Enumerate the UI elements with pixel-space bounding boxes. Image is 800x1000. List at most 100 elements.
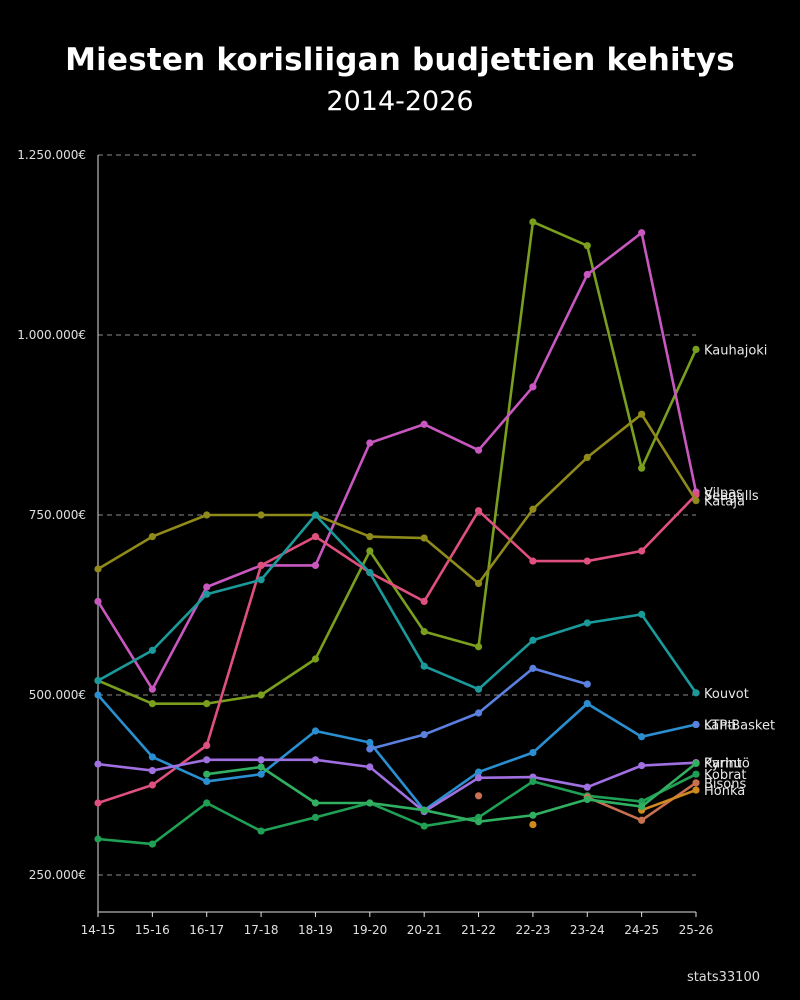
- end-label: Lahti: [704, 719, 736, 734]
- data-point: [529, 383, 537, 391]
- data-point: [529, 811, 537, 819]
- data-point: [366, 547, 374, 555]
- data-point: [148, 781, 156, 789]
- end-label: Kobrat: [704, 768, 747, 783]
- data-point: [638, 410, 646, 418]
- data-point: [474, 774, 483, 782]
- data-point: [420, 806, 428, 814]
- series-salon-vilpas: [203, 759, 700, 826]
- chart-title: Miesten korisliigan budjettien kehitys: [65, 42, 735, 78]
- x-tick-label: 14-15: [81, 923, 116, 937]
- data-point: [257, 827, 265, 835]
- data-point: [583, 270, 591, 279]
- data-point: [94, 760, 102, 768]
- data-point: [474, 685, 483, 693]
- x-tick-label: 22-23: [515, 923, 550, 937]
- data-point: [311, 533, 320, 541]
- data-point: [638, 761, 646, 770]
- data-point: [420, 597, 428, 606]
- data-point: [692, 720, 700, 729]
- data-point: [638, 229, 646, 237]
- y-tick-label: 500.000€: [29, 688, 86, 702]
- data-point: [638, 733, 646, 741]
- data-point: [638, 803, 646, 811]
- end-label: Vilpas: [704, 486, 743, 501]
- data-point: [203, 583, 211, 591]
- data-point: [366, 569, 374, 577]
- data-point: [692, 779, 700, 787]
- data-point: [311, 756, 320, 764]
- data-point: [529, 664, 537, 672]
- series-kauhajoki: [94, 218, 700, 708]
- x-tick-label: 19-20: [352, 923, 387, 937]
- data-point: [420, 420, 428, 428]
- series-karhu: [94, 756, 700, 816]
- series-line: [369, 667, 588, 751]
- data-point: [638, 610, 646, 618]
- series-line: [97, 412, 698, 585]
- end-label: Seagulls: [704, 489, 759, 504]
- series-line: [97, 220, 698, 705]
- data-point: [94, 799, 102, 807]
- data-point: [94, 691, 102, 699]
- data-point: [692, 759, 700, 768]
- series-lahti: [94, 691, 700, 814]
- data-point: [148, 700, 156, 708]
- x-tick-label: 25-26: [679, 923, 714, 937]
- data-point: [420, 731, 428, 739]
- data-point: [529, 636, 537, 644]
- data-point: [474, 792, 483, 800]
- y-tick-label: 1.250.000€: [17, 148, 86, 162]
- data-point: [203, 799, 211, 807]
- y-tick-label: 1.000.000€: [17, 328, 86, 342]
- data-point: [148, 767, 156, 775]
- data-point: [638, 797, 646, 806]
- series-honka: [529, 786, 700, 829]
- data-point: [148, 646, 156, 654]
- data-point: [94, 677, 102, 685]
- data-point: [257, 756, 265, 764]
- data-point: [583, 619, 591, 627]
- data-point: [148, 840, 156, 848]
- data-point: [474, 507, 483, 515]
- data-point: [529, 218, 537, 226]
- data-point: [583, 242, 591, 250]
- data-point: [257, 691, 265, 699]
- data-point: [203, 756, 211, 764]
- data-point: [420, 822, 428, 830]
- data-point: [474, 818, 483, 826]
- data-point: [311, 511, 320, 519]
- y-tick-label: 750.000€: [29, 508, 86, 522]
- data-point: [420, 662, 428, 670]
- data-point: [583, 783, 591, 791]
- x-tick-label: 15-16: [135, 923, 170, 937]
- data-point: [203, 590, 211, 598]
- data-point: [366, 745, 374, 753]
- data-point: [692, 786, 700, 794]
- x-tick-label: 17-18: [244, 923, 279, 937]
- x-tick-label: 16-17: [189, 923, 224, 937]
- series-line: [97, 694, 697, 812]
- data-point: [257, 511, 265, 519]
- data-point: [203, 700, 211, 708]
- y-tick-label: 250.000€: [29, 868, 86, 882]
- end-label: Bisons: [704, 777, 746, 792]
- chart-subtitle: 2014-2026: [326, 86, 474, 117]
- series-vilpas: [94, 229, 700, 693]
- x-tick-label: 18-19: [298, 923, 333, 937]
- series-line: [97, 773, 697, 846]
- data-point: [366, 439, 374, 447]
- data-point: [311, 799, 320, 807]
- series-line: [206, 762, 697, 824]
- data-point: [366, 738, 374, 747]
- data-point: [474, 768, 483, 776]
- data-point: [94, 835, 102, 843]
- data-point: [257, 576, 265, 584]
- end-label: Karhu: [704, 757, 742, 772]
- data-point: [94, 597, 102, 606]
- series-kataja: [94, 410, 700, 588]
- data-point: [583, 700, 591, 708]
- series-kobrat: [94, 770, 700, 848]
- end-label: Kauhajoki: [704, 343, 767, 358]
